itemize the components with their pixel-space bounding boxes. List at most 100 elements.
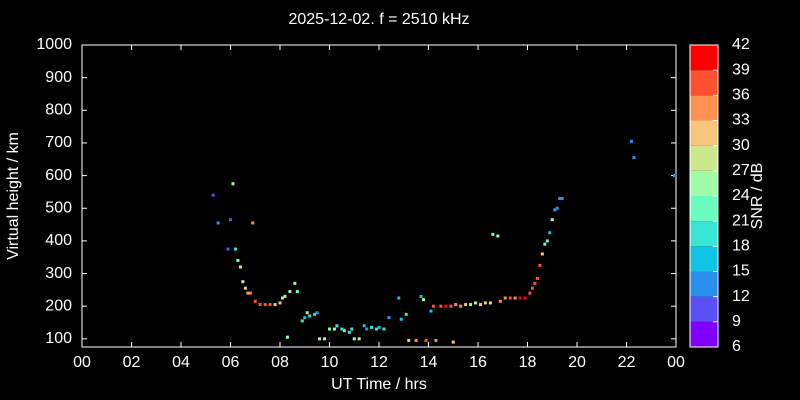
point: [305, 311, 309, 315]
y-axis-label: Virtual height / km: [5, 132, 22, 260]
point: [419, 294, 423, 298]
colorbar-tick-label: 21: [732, 212, 750, 229]
point: [278, 301, 282, 305]
y-tick-label: 900: [45, 69, 72, 86]
point: [318, 337, 322, 341]
point: [347, 330, 351, 334]
point: [231, 182, 235, 186]
point: [424, 338, 428, 342]
point: [451, 340, 455, 344]
point: [375, 327, 379, 331]
colorbar-bin: [690, 196, 718, 222]
point: [491, 232, 495, 236]
point: [399, 317, 403, 321]
point: [295, 289, 299, 293]
x-axis-label: UT Time / hrs: [331, 376, 427, 393]
point: [246, 291, 250, 295]
point: [332, 327, 336, 331]
point: [300, 319, 304, 323]
y-tick-label: 400: [45, 232, 72, 249]
y-tick-label: 200: [45, 297, 72, 314]
point: [313, 312, 317, 316]
colorbar-tick-label: 36: [732, 87, 750, 104]
point: [258, 303, 262, 307]
point: [216, 221, 220, 225]
point: [474, 301, 478, 305]
point: [404, 312, 408, 316]
y-tick-label: 800: [45, 102, 72, 119]
point: [555, 206, 559, 210]
colorbar-tick-label: 24: [732, 187, 750, 204]
point: [431, 304, 435, 308]
point: [530, 286, 534, 290]
colorbar-tick-label: 27: [732, 162, 750, 179]
point: [340, 327, 344, 331]
point: [229, 218, 232, 222]
point: [538, 263, 542, 267]
point: [429, 309, 433, 313]
colorbar-tick-label: 33: [732, 112, 750, 129]
x-tick-label: 16: [469, 354, 487, 371]
point: [498, 299, 502, 303]
colorbar-bin: [690, 170, 718, 196]
point: [439, 304, 443, 308]
point: [243, 286, 247, 290]
x-tick-label: 00: [73, 354, 91, 371]
x-tick-label: 06: [222, 354, 240, 371]
y-tick-label: 600: [45, 167, 72, 184]
point: [308, 314, 312, 318]
colorbar-tick-label: 6: [732, 338, 741, 355]
y-tick-label: 1000: [36, 36, 72, 53]
point: [629, 139, 633, 143]
point: [335, 324, 339, 328]
point: [483, 301, 487, 305]
point: [357, 337, 361, 341]
point: [263, 303, 267, 307]
point: [236, 258, 240, 262]
point: [533, 281, 537, 285]
point: [550, 218, 554, 222]
point: [407, 338, 411, 342]
point: [422, 298, 426, 302]
colorbar-tick-label: 15: [732, 263, 750, 280]
point: [414, 338, 418, 342]
x-tick-label: 00: [667, 354, 685, 371]
point: [548, 231, 552, 235]
colorbar-tick-label: 42: [732, 36, 750, 53]
point: [459, 304, 463, 308]
colorbar-tick-label: 30: [732, 137, 750, 154]
point: [342, 329, 346, 333]
point: [303, 316, 307, 320]
colorbar-bin: [690, 70, 718, 96]
point: [673, 174, 676, 178]
x-tick-label: 12: [370, 354, 388, 371]
point: [268, 303, 272, 307]
point: [288, 289, 292, 293]
point: [560, 196, 564, 200]
point: [226, 247, 230, 251]
point: [508, 296, 512, 300]
point: [241, 280, 245, 284]
point: [528, 291, 532, 295]
point: [513, 296, 517, 300]
x-tick-label: 18: [519, 354, 537, 371]
chart-title: 2025-12-02. f = 2510 kHz: [288, 11, 469, 28]
point: [558, 196, 562, 200]
x-tick-label: 14: [420, 354, 438, 371]
colorbar-bin: [690, 120, 718, 146]
point: [238, 265, 242, 269]
point: [518, 296, 522, 300]
x-tick-label: 04: [172, 354, 190, 371]
colorbar-bin: [690, 145, 718, 171]
point: [293, 281, 297, 285]
point: [350, 327, 354, 331]
y-tick-label: 500: [45, 199, 72, 216]
point: [469, 303, 473, 307]
point: [449, 304, 453, 308]
point: [535, 276, 539, 280]
colorbar-label: SNR / dB: [749, 163, 766, 230]
point: [503, 296, 507, 300]
point: [543, 242, 547, 246]
